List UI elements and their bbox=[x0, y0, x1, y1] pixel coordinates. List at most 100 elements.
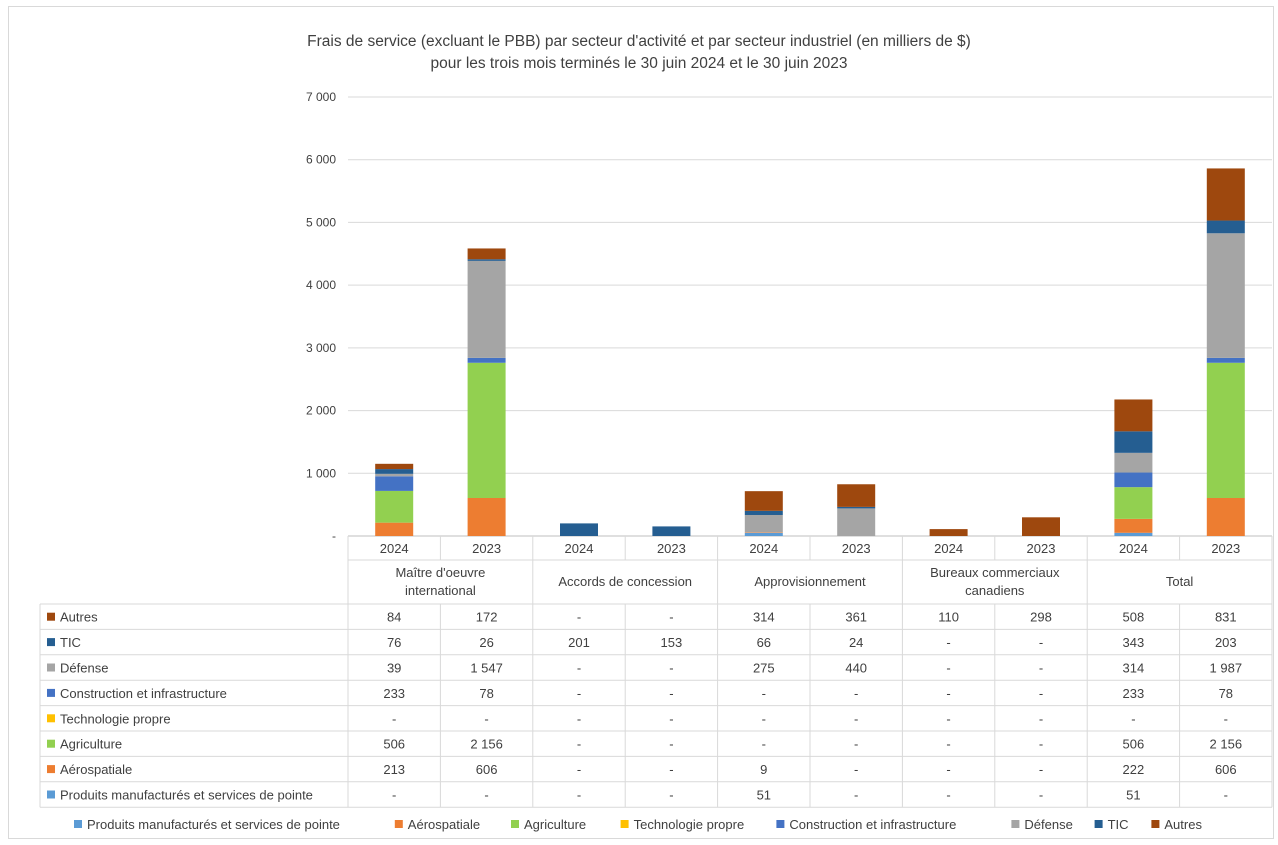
table-cell: 153 bbox=[661, 635, 683, 650]
bar-segment bbox=[375, 522, 414, 536]
table-cell: 78 bbox=[1219, 686, 1233, 701]
table-cell: 213 bbox=[383, 762, 405, 777]
table-cell: - bbox=[946, 737, 950, 752]
bar-segment bbox=[467, 248, 506, 260]
bar-segment bbox=[1114, 431, 1153, 453]
bar-segment bbox=[1114, 452, 1153, 473]
table-cell: - bbox=[1039, 711, 1043, 726]
table-cell: - bbox=[577, 737, 581, 752]
legend-key bbox=[1151, 820, 1160, 828]
table-cell: - bbox=[946, 762, 950, 777]
group-label: Bureaux commerciaux bbox=[930, 565, 1060, 580]
table-cell: - bbox=[577, 788, 581, 803]
row-label: Agriculture bbox=[60, 737, 122, 752]
bar-segment bbox=[375, 473, 414, 477]
table-cell: - bbox=[946, 686, 950, 701]
year-label: 2023 bbox=[472, 541, 501, 556]
legend-label: Construction et infrastructure bbox=[789, 817, 956, 832]
table-cell: 275 bbox=[753, 661, 775, 676]
table-cell: - bbox=[946, 711, 950, 726]
table-cell: - bbox=[577, 711, 581, 726]
legend-key bbox=[511, 820, 519, 828]
table-cell: 606 bbox=[476, 762, 498, 777]
year-label: 2023 bbox=[1027, 541, 1056, 556]
table-cell: 66 bbox=[757, 635, 771, 650]
row-legend-key bbox=[47, 688, 55, 697]
bar-segment bbox=[744, 510, 783, 515]
row-label: Technologie propre bbox=[60, 711, 171, 726]
group-label: Maître d'oeuvre bbox=[395, 565, 485, 580]
table-cell: 9 bbox=[760, 762, 767, 777]
table-cell: 26 bbox=[479, 635, 493, 650]
bar-segment bbox=[467, 357, 506, 363]
y-tick-label: 5 000 bbox=[306, 215, 336, 229]
table-cell: - bbox=[484, 788, 488, 803]
table-cell: - bbox=[669, 610, 673, 625]
table-cell: 39 bbox=[387, 661, 401, 676]
bar-segment bbox=[375, 463, 414, 470]
table-cell: 440 bbox=[845, 661, 867, 676]
table-cell: 508 bbox=[1123, 610, 1145, 625]
year-label: 2024 bbox=[380, 541, 409, 556]
row-legend-key bbox=[47, 612, 55, 621]
row-label: Produits manufacturés et services de poi… bbox=[60, 788, 313, 803]
legend-label: Technologie propre bbox=[634, 817, 745, 832]
table-cell: 1 987 bbox=[1210, 661, 1243, 676]
table-cell: - bbox=[577, 762, 581, 777]
table-cell: 298 bbox=[1030, 610, 1052, 625]
table-cell: - bbox=[762, 737, 766, 752]
table-cell: - bbox=[762, 686, 766, 701]
bar-segment bbox=[1114, 518, 1153, 533]
bar-segment bbox=[375, 490, 414, 523]
table-cell: - bbox=[392, 788, 396, 803]
legend-label: Aérospatiale bbox=[408, 817, 480, 832]
table-cell: - bbox=[854, 737, 858, 752]
table-cell: 2 156 bbox=[470, 737, 503, 752]
row-label: Autres bbox=[60, 610, 98, 625]
table-cell: - bbox=[1039, 686, 1043, 701]
legend-label: Produits manufacturés et services de poi… bbox=[87, 817, 340, 832]
table-cell: 78 bbox=[479, 686, 493, 701]
table-cell: - bbox=[854, 711, 858, 726]
y-tick-label: 1 000 bbox=[306, 466, 336, 480]
bar-segment bbox=[467, 362, 506, 498]
legend-label: Autres bbox=[1164, 817, 1202, 832]
legend-key bbox=[620, 820, 629, 828]
legend-label: Agriculture bbox=[524, 817, 586, 832]
bar-segment bbox=[1206, 233, 1245, 358]
row-legend-key bbox=[47, 765, 55, 774]
table-cell: 24 bbox=[849, 635, 863, 650]
year-label: 2024 bbox=[1119, 541, 1148, 556]
table-cell: 606 bbox=[1215, 762, 1237, 777]
year-label: 2023 bbox=[1211, 541, 1240, 556]
group-label: Total bbox=[1166, 574, 1194, 589]
table-cell: 831 bbox=[1215, 610, 1237, 625]
bar-segment bbox=[467, 497, 506, 536]
bar-segment bbox=[1206, 220, 1245, 234]
table-cell: 361 bbox=[845, 610, 867, 625]
chart-title: Frais de service (excluant le PBB) par s… bbox=[307, 33, 971, 50]
table-cell: 203 bbox=[1215, 635, 1237, 650]
bar-segment bbox=[837, 506, 876, 509]
table-cell: - bbox=[1224, 788, 1228, 803]
table-cell: 172 bbox=[476, 610, 498, 625]
group-label: Approvisionnement bbox=[754, 574, 866, 589]
bar-segment bbox=[1022, 517, 1060, 536]
table-cell: - bbox=[1039, 661, 1043, 676]
bar-segment bbox=[1114, 487, 1153, 519]
row-label: Aérospatiale bbox=[60, 762, 132, 777]
bar-segment bbox=[744, 532, 783, 533]
table-cell: - bbox=[1131, 711, 1135, 726]
row-label: TIC bbox=[60, 635, 81, 650]
table-cell: - bbox=[669, 686, 673, 701]
y-tick-label: 3 000 bbox=[306, 341, 336, 355]
bar-segment bbox=[652, 526, 691, 536]
y-tick-label: - bbox=[332, 529, 336, 543]
table-cell: - bbox=[946, 635, 950, 650]
bar-segment bbox=[744, 491, 783, 511]
table-cell: - bbox=[1039, 762, 1043, 777]
y-tick-label: 4 000 bbox=[306, 278, 336, 292]
legend-key bbox=[1094, 820, 1103, 828]
table-cell: 2 156 bbox=[1210, 737, 1243, 752]
row-legend-key bbox=[47, 790, 55, 799]
